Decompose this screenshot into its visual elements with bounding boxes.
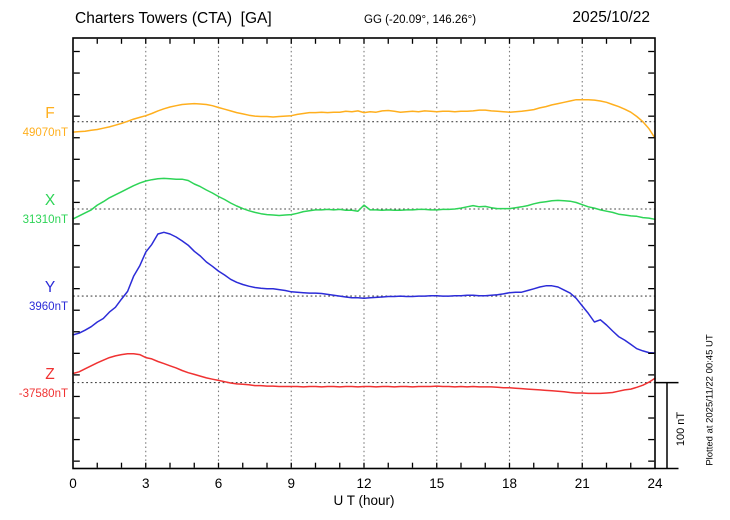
scale-bar-label: 100 nT xyxy=(675,411,687,447)
trace-x xyxy=(72,177,656,221)
trace-label-f: F xyxy=(45,105,55,122)
plot-date: 2025/10/22 xyxy=(572,9,650,26)
traces xyxy=(72,98,656,395)
grid-lines xyxy=(73,38,655,469)
trace-label-z: Z xyxy=(45,366,55,383)
x-tick-label-6: 6 xyxy=(214,476,223,491)
trace-baseline-y: 3960nT xyxy=(28,301,68,313)
trace-label-y: Y xyxy=(44,279,56,296)
scale-bar xyxy=(655,381,679,470)
x-tick-label-3: 3 xyxy=(141,476,150,491)
x-tick-label-9: 9 xyxy=(287,476,295,491)
x-axis-label: U T (hour) xyxy=(333,493,395,508)
x-tick-label-15: 15 xyxy=(429,476,445,491)
trace-label-x: X xyxy=(44,192,56,209)
trace-z xyxy=(72,352,656,395)
trace-baseline-z: -37580nT xyxy=(18,388,68,400)
trace-f xyxy=(72,98,656,139)
station-title: Charters Towers (CTA) [GA] xyxy=(75,10,272,27)
trace-baseline-x: 31310nT xyxy=(22,214,68,226)
x-tick-label-18: 18 xyxy=(501,476,518,491)
x-tick-label-12: 12 xyxy=(356,476,372,491)
x-tick-label-21: 21 xyxy=(574,476,590,491)
trace-y xyxy=(72,231,656,354)
x-tick-label-24: 24 xyxy=(647,476,663,491)
plotted-timestamp: Plotted at 2025/11/22 00:45 UT xyxy=(704,334,716,466)
x-tick-label-0: 0 xyxy=(69,476,77,491)
plot-frame xyxy=(72,37,656,470)
plot-border xyxy=(72,37,656,470)
geographic-coords: GG (-20.09°, 146.26°) xyxy=(364,14,477,26)
trace-baseline-f: 49070nT xyxy=(22,127,68,139)
